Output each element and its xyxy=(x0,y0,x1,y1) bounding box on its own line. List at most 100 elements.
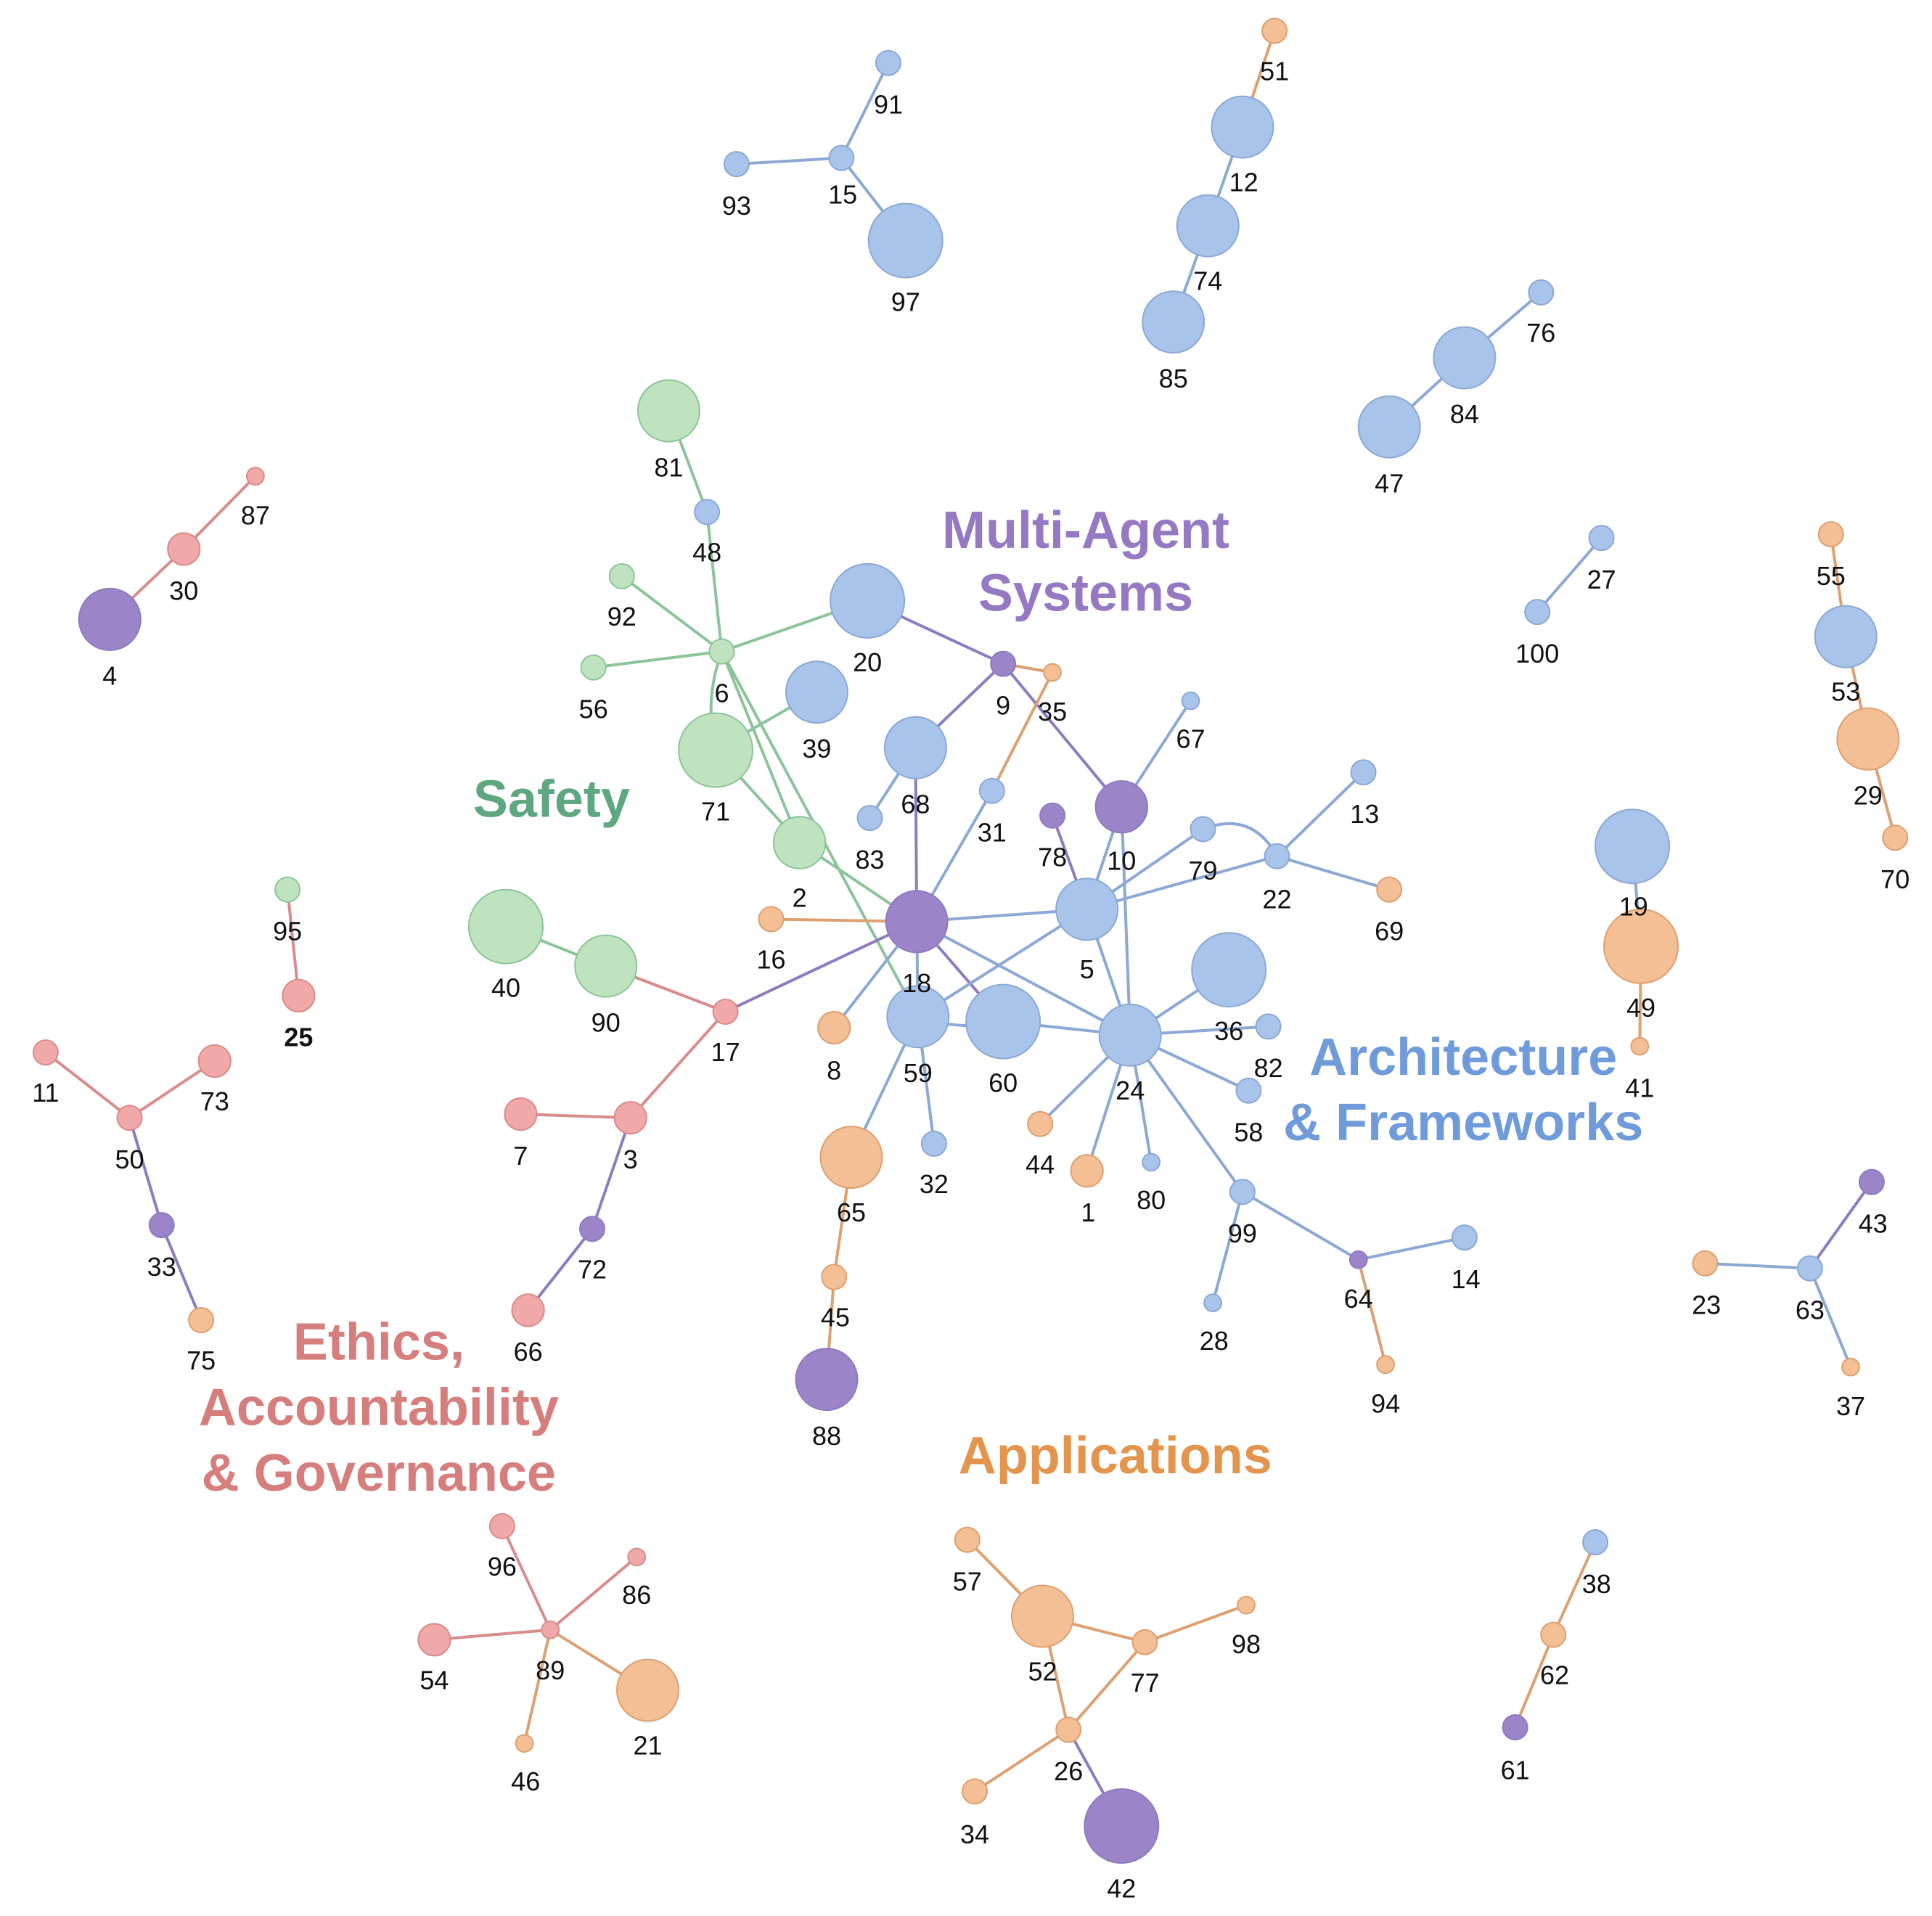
node-62[interactable] xyxy=(1540,1621,1567,1648)
node-72[interactable] xyxy=(579,1216,605,1242)
node-33[interactable] xyxy=(148,1212,175,1239)
node-85[interactable] xyxy=(1142,290,1206,354)
node-51[interactable] xyxy=(1261,17,1288,44)
node-37[interactable] xyxy=(1841,1357,1860,1377)
node-26[interactable] xyxy=(1055,1716,1082,1743)
node-11[interactable] xyxy=(32,1039,59,1066)
node-42[interactable] xyxy=(1084,1788,1160,1864)
node-10[interactable] xyxy=(1094,780,1149,834)
node-9[interactable] xyxy=(990,650,1017,677)
node-32[interactable] xyxy=(920,1130,947,1157)
node-94[interactable] xyxy=(1376,1355,1395,1375)
node-95[interactable] xyxy=(274,876,301,903)
node-43[interactable] xyxy=(1858,1168,1885,1195)
node-7[interactable] xyxy=(504,1097,538,1131)
node-80[interactable] xyxy=(1142,1153,1161,1172)
node-82[interactable] xyxy=(1255,1013,1282,1040)
node-3[interactable] xyxy=(613,1101,647,1135)
node-74[interactable] xyxy=(1176,194,1240,258)
node-8[interactable] xyxy=(817,1011,851,1045)
node-100[interactable] xyxy=(1524,599,1551,626)
node-41[interactable] xyxy=(1630,1036,1650,1056)
node-78[interactable] xyxy=(1039,802,1066,829)
node-92[interactable] xyxy=(608,562,635,589)
node-27[interactable] xyxy=(1588,525,1615,552)
node-17[interactable] xyxy=(712,999,739,1025)
node-22[interactable] xyxy=(1264,843,1290,869)
node-47[interactable] xyxy=(1357,395,1421,459)
node-5[interactable] xyxy=(1055,877,1119,941)
node-19[interactable] xyxy=(1595,808,1671,885)
node-49[interactable] xyxy=(1603,908,1679,984)
node-35[interactable] xyxy=(1043,663,1062,682)
node-34[interactable] xyxy=(962,1778,988,1805)
node-71[interactable] xyxy=(678,712,753,788)
node-16[interactable] xyxy=(758,906,785,933)
node-77[interactable] xyxy=(1131,1629,1158,1655)
node-66[interactable] xyxy=(511,1293,545,1327)
node-24[interactable] xyxy=(1098,1003,1162,1067)
node-29[interactable] xyxy=(1836,707,1900,771)
node-25[interactable] xyxy=(282,978,316,1013)
node-93[interactable] xyxy=(723,151,750,178)
node-67[interactable] xyxy=(1181,691,1200,711)
node-31[interactable] xyxy=(978,777,1005,804)
node-50[interactable] xyxy=(116,1105,143,1131)
node-68[interactable] xyxy=(883,716,947,779)
node-2[interactable] xyxy=(772,816,827,869)
node-87[interactable] xyxy=(246,467,265,486)
node-88[interactable] xyxy=(795,1348,859,1412)
node-73[interactable] xyxy=(197,1044,232,1078)
node-96[interactable] xyxy=(488,1512,515,1539)
node-23[interactable] xyxy=(1692,1250,1719,1277)
node-89[interactable] xyxy=(541,1620,560,1639)
node-58[interactable] xyxy=(1235,1077,1262,1104)
node-1[interactable] xyxy=(1070,1154,1104,1188)
node-59[interactable] xyxy=(886,985,950,1049)
node-55[interactable] xyxy=(1817,521,1844,548)
node-21[interactable] xyxy=(616,1658,679,1722)
node-36[interactable] xyxy=(1191,932,1267,1008)
node-44[interactable] xyxy=(1027,1110,1054,1137)
node-57[interactable] xyxy=(954,1526,981,1553)
node-75[interactable] xyxy=(188,1307,215,1333)
node-76[interactable] xyxy=(1528,279,1555,306)
node-70[interactable] xyxy=(1882,824,1909,851)
node-13[interactable] xyxy=(1350,759,1377,786)
node-98[interactable] xyxy=(1237,1595,1256,1615)
node-39[interactable] xyxy=(785,660,848,724)
node-64[interactable] xyxy=(1348,1250,1368,1269)
node-90[interactable] xyxy=(574,934,638,998)
node-52[interactable] xyxy=(1011,1584,1074,1648)
node-86[interactable] xyxy=(627,1547,647,1567)
node-81[interactable] xyxy=(637,379,700,443)
node-6[interactable] xyxy=(708,638,735,665)
node-63[interactable] xyxy=(1796,1255,1823,1282)
node-60[interactable] xyxy=(965,983,1041,1060)
node-56[interactable] xyxy=(580,654,607,681)
node-48[interactable] xyxy=(694,499,721,525)
node-53[interactable] xyxy=(1814,605,1878,668)
node-97[interactable] xyxy=(867,202,944,279)
node-4[interactable] xyxy=(78,587,142,651)
node-91[interactable] xyxy=(875,49,901,76)
node-20[interactable] xyxy=(830,562,906,639)
node-69[interactable] xyxy=(1376,876,1403,903)
node-14[interactable] xyxy=(1451,1224,1478,1251)
node-65[interactable] xyxy=(819,1126,883,1190)
node-18[interactable] xyxy=(885,890,949,954)
node-30[interactable] xyxy=(167,532,201,566)
node-38[interactable] xyxy=(1582,1529,1609,1555)
node-12[interactable] xyxy=(1211,95,1274,159)
node-84[interactable] xyxy=(1433,326,1497,390)
node-40[interactable] xyxy=(468,888,544,965)
node-28[interactable] xyxy=(1203,1293,1222,1313)
node-15[interactable] xyxy=(828,144,855,171)
node-99[interactable] xyxy=(1229,1179,1256,1205)
node-45[interactable] xyxy=(821,1264,848,1290)
node-54[interactable] xyxy=(417,1623,451,1657)
node-61[interactable] xyxy=(1502,1714,1528,1740)
node-83[interactable] xyxy=(856,805,883,832)
node-46[interactable] xyxy=(515,1734,534,1753)
node-79[interactable] xyxy=(1190,816,1216,843)
